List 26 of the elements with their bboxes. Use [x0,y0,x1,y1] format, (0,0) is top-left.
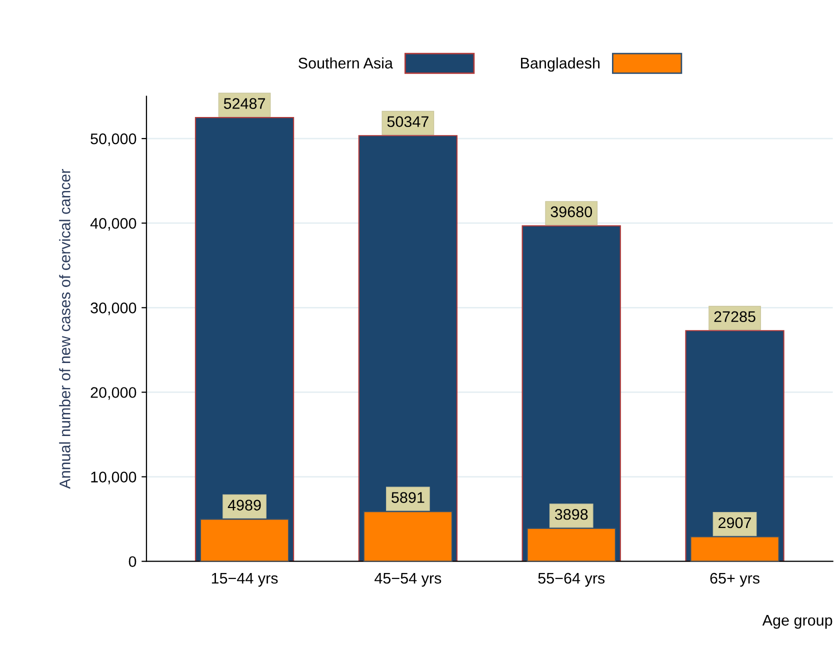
bar [690,536,780,562]
data-label: 4989 [228,500,261,511]
legend-label: Southern Asia [298,57,393,69]
x-tick-label: 55−64 yrs [538,572,605,587]
data-label: 39680 [550,206,592,218]
y-tick-label: 10,000 [91,472,136,484]
y-tick-label: 30,000 [90,302,136,316]
y-axis-title: Annual number of new cases of cervical cancer [59,168,70,489]
y-tick-label: 40,000 [90,218,136,231]
x-axis-title: Age group [762,615,832,629]
legend-label: Bangladesh [521,57,600,72]
data-label: 52487 [224,98,265,109]
bar [200,518,290,562]
y-tick-label: 20,000 [90,387,136,400]
data-label: 50347 [387,116,428,128]
x-tick-label: 45−54 yrs [374,573,442,587]
bar [363,510,453,562]
data-label: 2907 [718,517,751,528]
data-label: 5891 [392,492,424,503]
y-tick-label: 0 [128,556,136,568]
y-tick-label: 50,000 [90,133,136,146]
x-tick-label: 15−44 yrs [212,573,278,587]
bar [526,528,616,562]
data-label: 3898 [554,508,588,520]
x-tick-label: 65+ yrs [710,572,760,587]
data-label: 27285 [714,311,756,322]
